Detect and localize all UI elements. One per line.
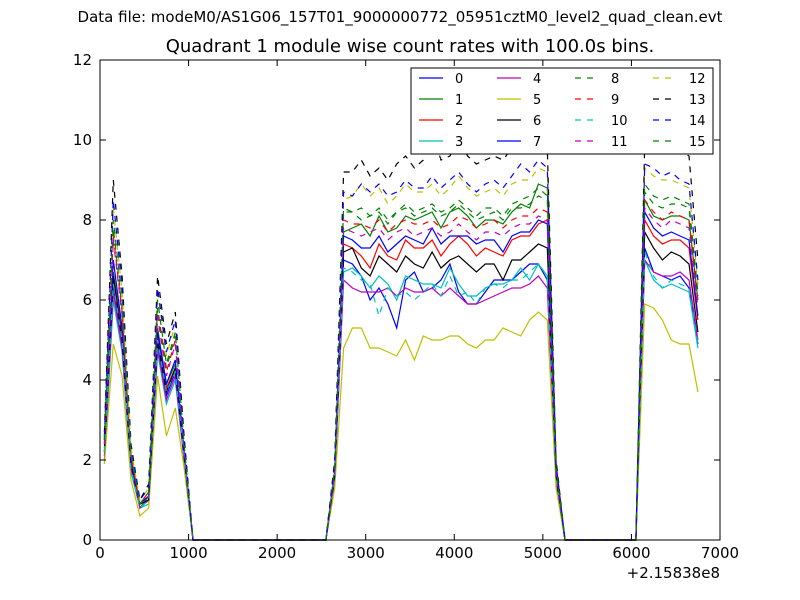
series-line-12 bbox=[103, 166, 699, 541]
legend-label-11: 11 bbox=[611, 135, 628, 150]
x-tick-label: 6000 bbox=[612, 544, 650, 562]
series-line-5 bbox=[103, 303, 699, 541]
y-tick-label: 12 bbox=[73, 51, 92, 69]
series-line-2 bbox=[103, 217, 699, 541]
figure-suptitle: Data file: modeM0/AS1G06_157T01_90000007… bbox=[77, 8, 723, 26]
y-tick-label: 2 bbox=[82, 451, 92, 469]
x-offset-label: +2.15838e8 bbox=[627, 564, 720, 582]
x-tick-label: 1000 bbox=[169, 544, 207, 562]
x-tick-label: 0 bbox=[95, 544, 105, 562]
legend-label-6: 6 bbox=[533, 114, 541, 129]
legend-label-0: 0 bbox=[455, 72, 463, 87]
legend-label-3: 3 bbox=[455, 135, 463, 150]
series-line-1 bbox=[103, 183, 699, 541]
legend-label-4: 4 bbox=[533, 72, 541, 87]
x-tick-label: 2000 bbox=[258, 544, 296, 562]
legend-label-13: 13 bbox=[689, 93, 706, 108]
series-line-13 bbox=[103, 118, 699, 541]
legend-box bbox=[410, 67, 714, 155]
legend-label-2: 2 bbox=[455, 114, 463, 129]
y-tick-label: 0 bbox=[82, 531, 92, 549]
y-tick-label: 8 bbox=[82, 211, 92, 229]
y-tick-label: 10 bbox=[73, 131, 92, 149]
y-tick-label: 6 bbox=[82, 291, 92, 309]
series-line-6 bbox=[103, 229, 699, 541]
legend-label-12: 12 bbox=[689, 72, 706, 87]
x-tick-label: 5000 bbox=[524, 544, 562, 562]
legend-label-9: 9 bbox=[611, 93, 619, 108]
x-tick-label: 4000 bbox=[435, 544, 473, 562]
legend-label-10: 10 bbox=[611, 114, 628, 129]
chart-title: Quadrant 1 module wise count rates with … bbox=[165, 36, 655, 57]
legend-label-8: 8 bbox=[611, 72, 619, 87]
series-line-7 bbox=[103, 209, 699, 541]
y-tick-label: 4 bbox=[82, 371, 92, 389]
series-layer bbox=[103, 118, 699, 541]
series-line-8 bbox=[103, 190, 699, 541]
series-line-10 bbox=[103, 251, 699, 541]
series-line-14 bbox=[103, 159, 699, 541]
x-tick-label: 3000 bbox=[347, 544, 385, 562]
legend-label-15: 15 bbox=[689, 135, 706, 150]
legend-label-5: 5 bbox=[533, 93, 541, 108]
legend-label-14: 14 bbox=[689, 114, 706, 129]
series-line-15 bbox=[103, 182, 699, 541]
x-tick-label: 7000 bbox=[701, 544, 739, 562]
legend-label-1: 1 bbox=[455, 93, 463, 108]
series-line-11 bbox=[103, 206, 699, 541]
legend-label-7: 7 bbox=[533, 135, 541, 150]
